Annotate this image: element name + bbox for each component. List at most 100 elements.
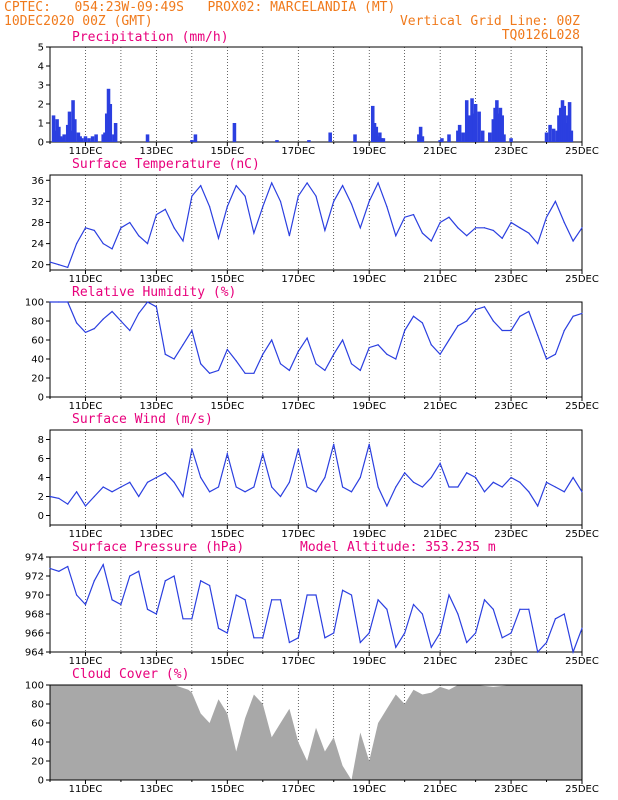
y-tick-label: 970 xyxy=(25,591,44,602)
data-point xyxy=(93,580,95,582)
data-point xyxy=(49,495,51,498)
data-point xyxy=(519,315,521,317)
precip-bar xyxy=(328,132,332,142)
data-point xyxy=(84,603,87,606)
data-point xyxy=(209,372,211,374)
y-tick-label: 968 xyxy=(25,610,44,621)
x-tick-label: 19DEC xyxy=(352,401,386,412)
data-point xyxy=(67,301,69,303)
panel-3: Relative Humidity (%) 0 20 40 60 80 100 11DEC 13… xyxy=(25,285,599,412)
precip-bar xyxy=(551,128,556,142)
data-point xyxy=(483,599,486,601)
x-tick-label: 23DEC xyxy=(494,401,528,412)
data-point xyxy=(324,369,326,371)
y-tick-label: 2 xyxy=(38,492,44,503)
data-point xyxy=(84,227,87,229)
data-point xyxy=(395,235,397,237)
panel-title: Surface Pressure (hPa) xyxy=(72,540,244,555)
y-tick-label: 8 xyxy=(38,435,44,446)
data-point xyxy=(457,486,459,488)
data-point xyxy=(217,237,220,239)
precip-bar xyxy=(67,111,72,142)
y-tick-label: 2 xyxy=(38,100,44,111)
precip-bar xyxy=(560,100,565,142)
data-point xyxy=(439,221,441,224)
precip-bar xyxy=(447,134,451,142)
data-point xyxy=(102,318,104,320)
data-point xyxy=(563,491,565,493)
precip-bar xyxy=(420,136,425,142)
data-point xyxy=(430,646,432,648)
x-tick-label: 13DEC xyxy=(140,656,174,667)
data-point xyxy=(501,237,503,239)
precip-bar xyxy=(103,132,107,142)
data-point xyxy=(537,334,539,336)
data-point xyxy=(58,497,60,499)
data-point xyxy=(342,589,344,591)
data-point xyxy=(279,599,282,601)
data-point xyxy=(466,235,468,237)
data-point xyxy=(67,266,69,268)
precip-bar xyxy=(80,138,84,142)
data-point xyxy=(412,481,415,483)
data-point xyxy=(519,227,521,229)
data-point xyxy=(501,486,503,488)
x-tick-label: 25DEC xyxy=(565,529,599,540)
data-point xyxy=(226,206,228,208)
data-point xyxy=(235,360,237,362)
data-point xyxy=(404,216,406,218)
data-point xyxy=(554,618,557,620)
data-point xyxy=(333,353,335,355)
y-tick-label: 40 xyxy=(31,738,44,749)
data-point xyxy=(146,243,149,245)
data-point xyxy=(492,320,494,322)
data-point xyxy=(155,306,157,308)
precip-bar xyxy=(108,104,113,142)
data-point xyxy=(306,337,308,339)
data-point xyxy=(448,594,450,596)
data-point xyxy=(129,329,131,332)
panel-1: Precipitation (mm/h) 0 1 2 3 4 5 11DEC 13DEC 15DE… xyxy=(38,30,599,157)
data-point xyxy=(350,203,353,205)
data-point xyxy=(528,608,530,610)
header-model-code: TQ0126L028 xyxy=(501,28,580,43)
data-point xyxy=(253,486,255,488)
x-tick-label: 19DEC xyxy=(352,784,386,795)
x-tick-label: 11DEC xyxy=(69,529,103,540)
x-tick-label: 23DEC xyxy=(494,529,528,540)
y-tick-label: 966 xyxy=(25,629,44,640)
data-point xyxy=(395,358,397,360)
data-point xyxy=(572,240,574,242)
data-point xyxy=(155,476,157,479)
data-point xyxy=(111,599,113,601)
panel-title: Precipitation (mm/h) xyxy=(72,30,229,45)
y-tick-label: 60 xyxy=(31,719,44,730)
series-line xyxy=(49,562,583,655)
data-point xyxy=(209,584,211,587)
x-tick-label: 15DEC xyxy=(210,529,244,540)
data-point xyxy=(475,227,477,229)
data-point xyxy=(244,372,246,374)
precip-bar xyxy=(440,138,444,142)
data-point xyxy=(386,206,388,208)
data-point xyxy=(129,221,131,224)
y-tick-label: 100 xyxy=(25,298,44,309)
data-point xyxy=(235,184,237,187)
y-tick-label: 0 xyxy=(38,511,44,522)
data-point xyxy=(368,200,370,202)
precip-bar xyxy=(567,102,572,142)
data-point xyxy=(67,503,69,505)
data-point xyxy=(84,331,87,333)
plot-frame xyxy=(49,556,583,653)
y-tick-label: 0 xyxy=(38,138,44,149)
data-point xyxy=(271,182,273,184)
data-point xyxy=(421,232,423,234)
data-point xyxy=(164,208,166,210)
x-tick-label: 17DEC xyxy=(281,274,315,285)
data-point xyxy=(191,329,193,332)
data-point xyxy=(342,486,344,488)
panel-annotation: Model Altitude: 353.235 m xyxy=(300,540,496,555)
panel-4: Surface Wind (m/s) 0 2 4 6 8 11DEC 13DEC 15DEC 17… xyxy=(38,412,599,540)
data-point xyxy=(386,505,388,507)
y-tick-label: 4 xyxy=(38,473,44,484)
